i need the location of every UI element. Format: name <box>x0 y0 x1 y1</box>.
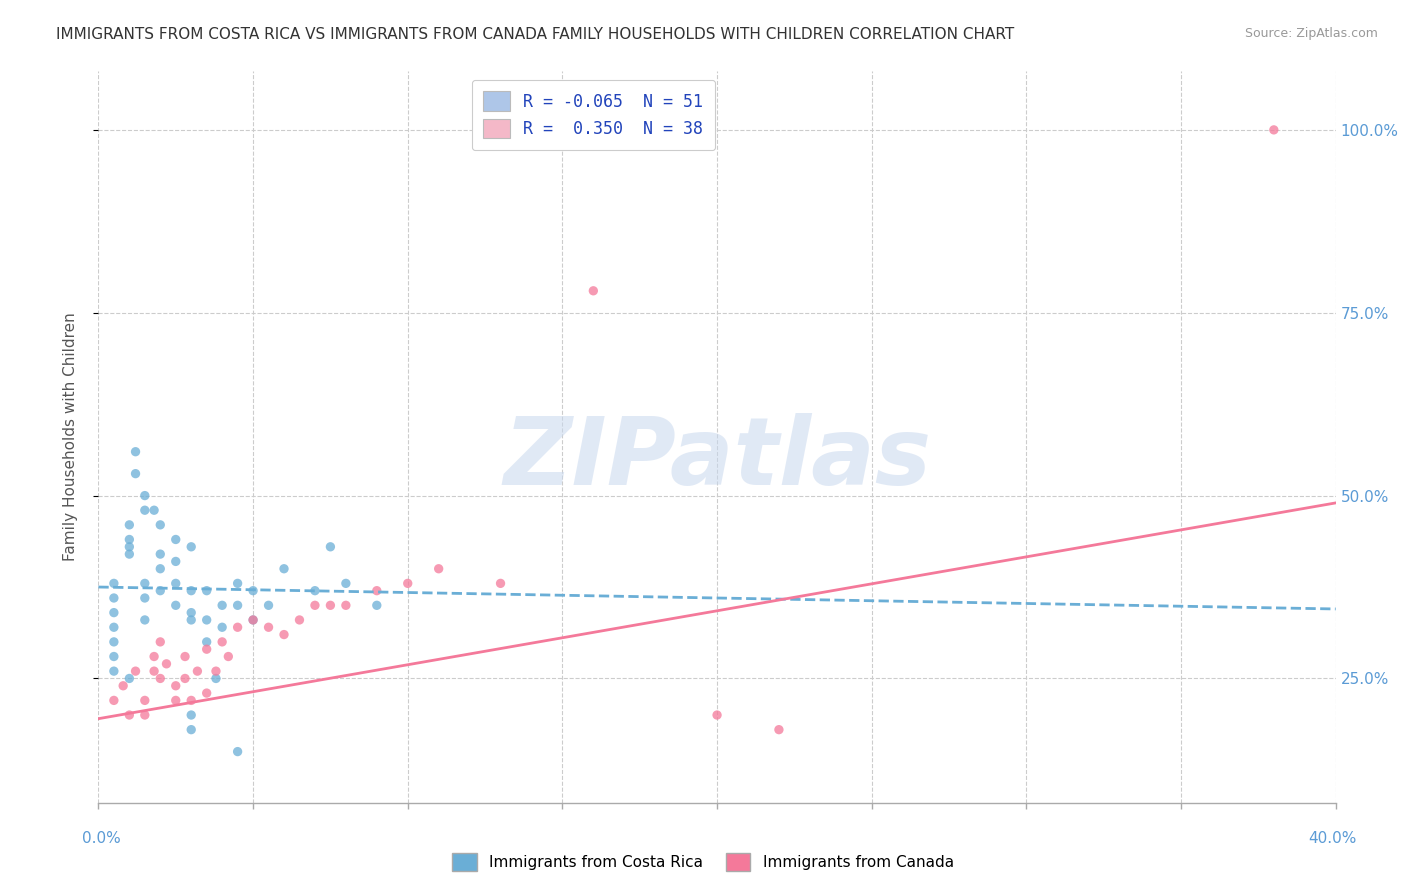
Point <box>1263 123 1285 137</box>
Point <box>165 554 187 568</box>
Legend: R = -0.065  N = 51, R =  0.350  N = 38: R = -0.065 N = 51, R = 0.350 N = 38 <box>471 79 716 150</box>
Point <box>149 583 172 598</box>
Point <box>226 620 249 634</box>
Point <box>273 562 295 576</box>
Point <box>366 599 388 613</box>
Point <box>124 444 146 458</box>
Point <box>103 693 125 707</box>
Point <box>118 533 141 547</box>
Point <box>180 540 202 554</box>
Point <box>149 517 172 532</box>
Point <box>706 708 728 723</box>
Point <box>768 723 790 737</box>
Point <box>143 503 166 517</box>
Point <box>103 576 125 591</box>
Point <box>165 599 187 613</box>
Point <box>180 583 202 598</box>
Point <box>134 503 156 517</box>
Point <box>134 591 156 605</box>
Point <box>149 635 172 649</box>
Point <box>195 635 218 649</box>
Point <box>195 686 218 700</box>
Point <box>195 642 218 657</box>
Point <box>143 664 166 678</box>
Point <box>489 576 512 591</box>
Text: IMMIGRANTS FROM COSTA RICA VS IMMIGRANTS FROM CANADA FAMILY HOUSEHOLDS WITH CHIL: IMMIGRANTS FROM COSTA RICA VS IMMIGRANTS… <box>56 27 1015 42</box>
Point <box>335 576 357 591</box>
Point <box>195 613 218 627</box>
Point <box>118 672 141 686</box>
Point <box>174 672 197 686</box>
Point <box>257 620 280 634</box>
Point <box>226 745 249 759</box>
Y-axis label: Family Households with Children: Family Households with Children <box>63 313 77 561</box>
Point <box>134 693 156 707</box>
Point <box>103 649 125 664</box>
Point <box>211 620 233 634</box>
Point <box>304 599 326 613</box>
Text: Source: ZipAtlas.com: Source: ZipAtlas.com <box>1244 27 1378 40</box>
Point <box>226 576 249 591</box>
Point <box>134 613 156 627</box>
Point <box>149 562 172 576</box>
Point <box>174 649 197 664</box>
Point <box>288 613 311 627</box>
Point <box>143 649 166 664</box>
Point <box>134 708 156 723</box>
Point <box>118 547 141 561</box>
Point <box>211 599 233 613</box>
Point <box>242 613 264 627</box>
Point <box>180 613 202 627</box>
Point <box>335 599 357 613</box>
Point <box>165 679 187 693</box>
Point <box>180 693 202 707</box>
Point <box>319 540 342 554</box>
Point <box>180 708 202 723</box>
Point <box>319 599 342 613</box>
Point <box>186 664 208 678</box>
Point <box>427 562 450 576</box>
Point <box>180 723 202 737</box>
Point <box>304 583 326 598</box>
Point <box>205 672 228 686</box>
Point <box>582 284 605 298</box>
Point <box>103 620 125 634</box>
Point <box>396 576 419 591</box>
Point <box>217 649 239 664</box>
Point <box>103 606 125 620</box>
Point <box>118 708 141 723</box>
Point <box>149 672 172 686</box>
Point <box>118 517 141 532</box>
Point <box>149 547 172 561</box>
Point <box>257 599 280 613</box>
Point <box>112 679 135 693</box>
Text: ZIPatlas: ZIPatlas <box>503 413 931 505</box>
Point <box>273 627 295 641</box>
Point <box>134 576 156 591</box>
Point <box>165 533 187 547</box>
Point <box>165 576 187 591</box>
Point <box>205 664 228 678</box>
Point <box>195 583 218 598</box>
Legend: Immigrants from Costa Rica, Immigrants from Canada: Immigrants from Costa Rica, Immigrants f… <box>446 847 960 877</box>
Point <box>124 467 146 481</box>
Point <box>226 599 249 613</box>
Text: 0.0%: 0.0% <box>82 831 121 846</box>
Point <box>103 591 125 605</box>
Point <box>118 540 141 554</box>
Point <box>103 664 125 678</box>
Point <box>124 664 146 678</box>
Point <box>180 606 202 620</box>
Point <box>165 693 187 707</box>
Point <box>155 657 177 671</box>
Point <box>134 489 156 503</box>
Point <box>242 613 264 627</box>
Point <box>242 583 264 598</box>
Point <box>366 583 388 598</box>
Point <box>103 635 125 649</box>
Text: 40.0%: 40.0% <box>1309 831 1357 846</box>
Point <box>211 635 233 649</box>
